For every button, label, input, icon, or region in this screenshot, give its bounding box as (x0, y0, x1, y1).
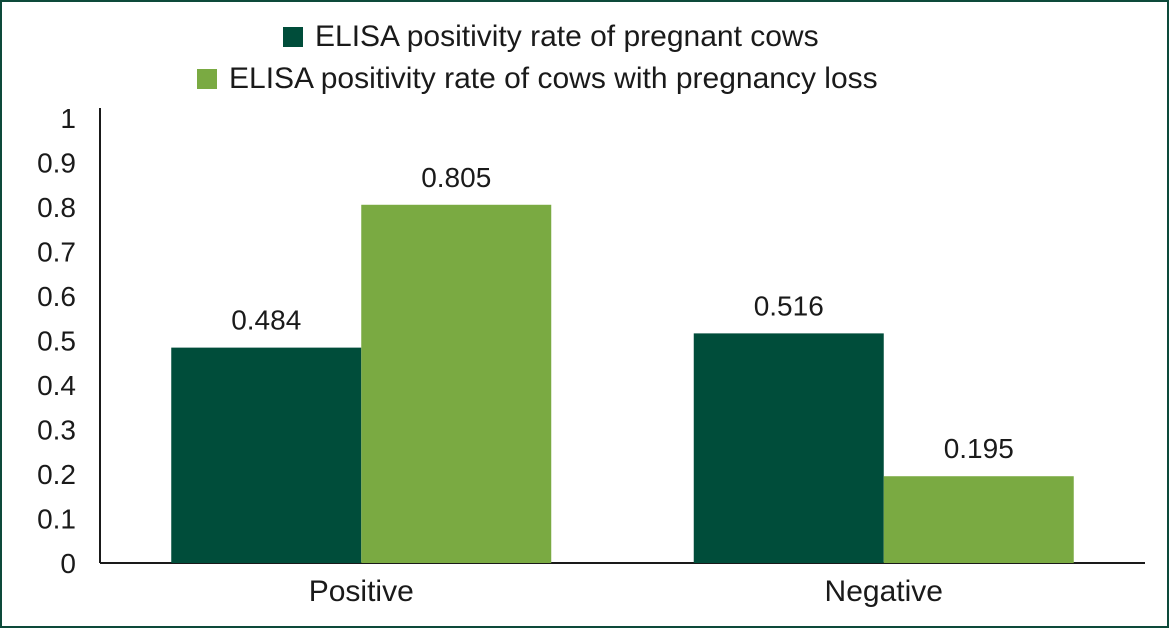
y-tick-label: 0.8 (37, 192, 76, 223)
y-tick-label: 0.6 (37, 281, 76, 312)
legend-item-pregnancy-loss: ELISA positivity rate of cows with pregn… (197, 62, 878, 96)
legend-swatch-pregnant-cows (283, 27, 303, 47)
legend-swatch-pregnancy-loss (197, 69, 217, 89)
legend-label-pregnancy-loss: ELISA positivity rate of cows with pregn… (229, 62, 878, 95)
y-tick-label: 0.3 (37, 415, 76, 446)
x-tick-label: Positive (309, 575, 414, 608)
bar-negative-series-0 (693, 333, 884, 563)
y-tick-label: 0.2 (37, 459, 76, 490)
bar-positive-series-0 (171, 347, 362, 563)
y-tick-label: 0.7 (37, 237, 76, 268)
legend-label-pregnant-cows: ELISA positivity rate of pregnant cows (315, 20, 819, 53)
legend-item-pregnant-cows: ELISA positivity rate of pregnant cows (283, 20, 819, 54)
y-tick-label: 1 (60, 103, 76, 134)
y-tick-label: 0.1 (37, 504, 76, 535)
data-label: 0.484 (231, 305, 301, 336)
data-label: 0.195 (944, 433, 1014, 464)
data-label: 0.805 (421, 162, 491, 193)
y-tick-label: 0.5 (37, 326, 76, 357)
bar-negative-series-1 (883, 476, 1074, 563)
y-tick-label: 0.4 (37, 370, 76, 401)
y-tick-label: 0 (60, 548, 76, 579)
bar-positive-series-1 (361, 204, 552, 563)
data-label: 0.516 (754, 290, 824, 321)
x-tick-label: Negative (825, 575, 943, 608)
chart-legend: ELISA positivity rate of pregnant cows E… (0, 20, 1169, 100)
y-tick-label: 0.9 (37, 148, 76, 179)
